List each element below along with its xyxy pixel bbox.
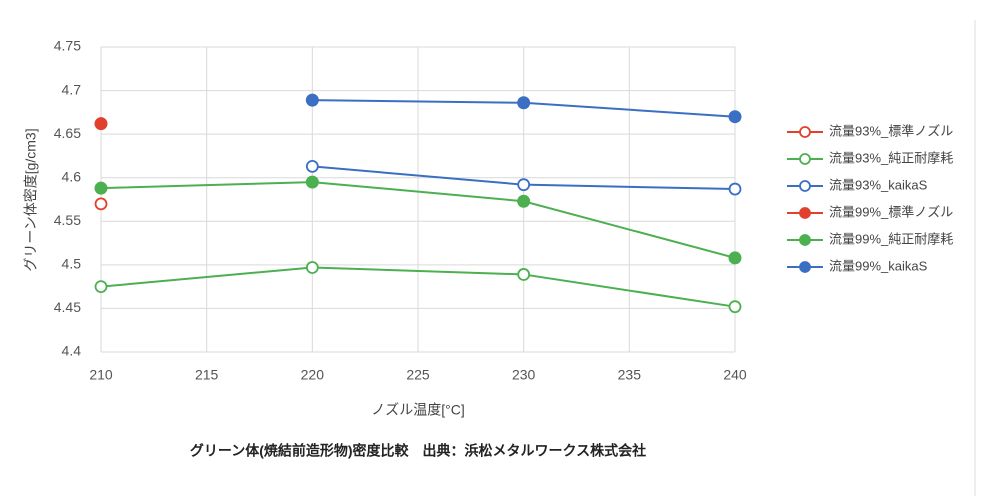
data-point xyxy=(94,181,108,195)
legend-marker xyxy=(799,180,811,192)
x-tick-label: 220 xyxy=(301,367,325,383)
data-point xyxy=(305,261,319,274)
y-tick-label: 4.5 xyxy=(62,256,82,272)
legend-label: 流量99%_kaikaS xyxy=(829,258,928,273)
data-point xyxy=(728,251,742,265)
data-point xyxy=(94,197,108,211)
data-point xyxy=(728,110,742,124)
legend-marker xyxy=(799,153,811,165)
x-tick-label: 225 xyxy=(406,367,430,383)
x-tick-label: 240 xyxy=(723,367,747,383)
y-tick-label: 4.4 xyxy=(62,343,82,359)
x-tick-label: 230 xyxy=(512,367,536,383)
x-tick-label: 215 xyxy=(195,367,219,383)
legend-marker xyxy=(799,261,811,273)
data-point xyxy=(517,194,531,208)
y-tick-label: 4.45 xyxy=(54,299,81,315)
legend-marker xyxy=(799,234,811,246)
y-axis-label: グリーン体密度[g/cm3] xyxy=(23,128,39,271)
data-point xyxy=(94,117,108,131)
y-tick-label: 4.55 xyxy=(54,212,81,228)
x-axis-label: ノズル温度[°C] xyxy=(371,402,465,418)
chart-caption: グリーン体(焼結前造形物)密度比較 出典：浜松メタルワークス株式会社 xyxy=(190,443,646,459)
series-line xyxy=(100,181,736,259)
data-point xyxy=(728,182,742,196)
y-tick-label: 4.6 xyxy=(62,168,82,184)
data-point xyxy=(305,175,319,189)
legend-label: 流量93%_純正耐摩耗 xyxy=(829,150,953,165)
data-point xyxy=(94,280,108,294)
legend-label: 流量93%_kaikaS xyxy=(829,177,928,192)
data-point xyxy=(517,96,531,110)
y-tick-label: 4.65 xyxy=(54,125,81,141)
data-point xyxy=(517,178,531,192)
data-point xyxy=(305,159,319,173)
legend-label: 流量93%_標準ノズル xyxy=(829,123,953,138)
legend-label: 流量99%_純正耐摩耗 xyxy=(829,231,953,246)
y-tick-label: 4.75 xyxy=(54,38,81,54)
data-point xyxy=(305,93,319,107)
data-point xyxy=(517,268,531,281)
y-tick-label: 4.7 xyxy=(62,81,82,97)
legend-marker xyxy=(799,126,811,138)
x-tick-label: 210 xyxy=(89,367,113,383)
x-tick-label: 235 xyxy=(618,367,642,383)
legend-label: 流量99%_標準ノズル xyxy=(829,204,953,219)
series-line xyxy=(100,266,736,308)
legend-marker xyxy=(799,207,811,219)
data-point xyxy=(728,300,742,314)
